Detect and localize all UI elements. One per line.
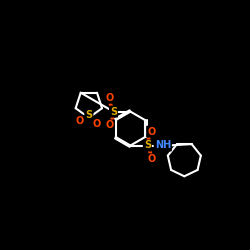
Text: O: O xyxy=(106,93,114,103)
Text: O: O xyxy=(106,120,114,130)
Text: NH: NH xyxy=(155,140,171,150)
Text: S: S xyxy=(85,110,92,120)
Text: S: S xyxy=(110,106,117,117)
Text: O: O xyxy=(92,119,101,129)
Text: S: S xyxy=(144,140,151,150)
Text: O: O xyxy=(147,154,155,164)
Text: O: O xyxy=(76,116,84,126)
Text: O: O xyxy=(147,127,155,137)
